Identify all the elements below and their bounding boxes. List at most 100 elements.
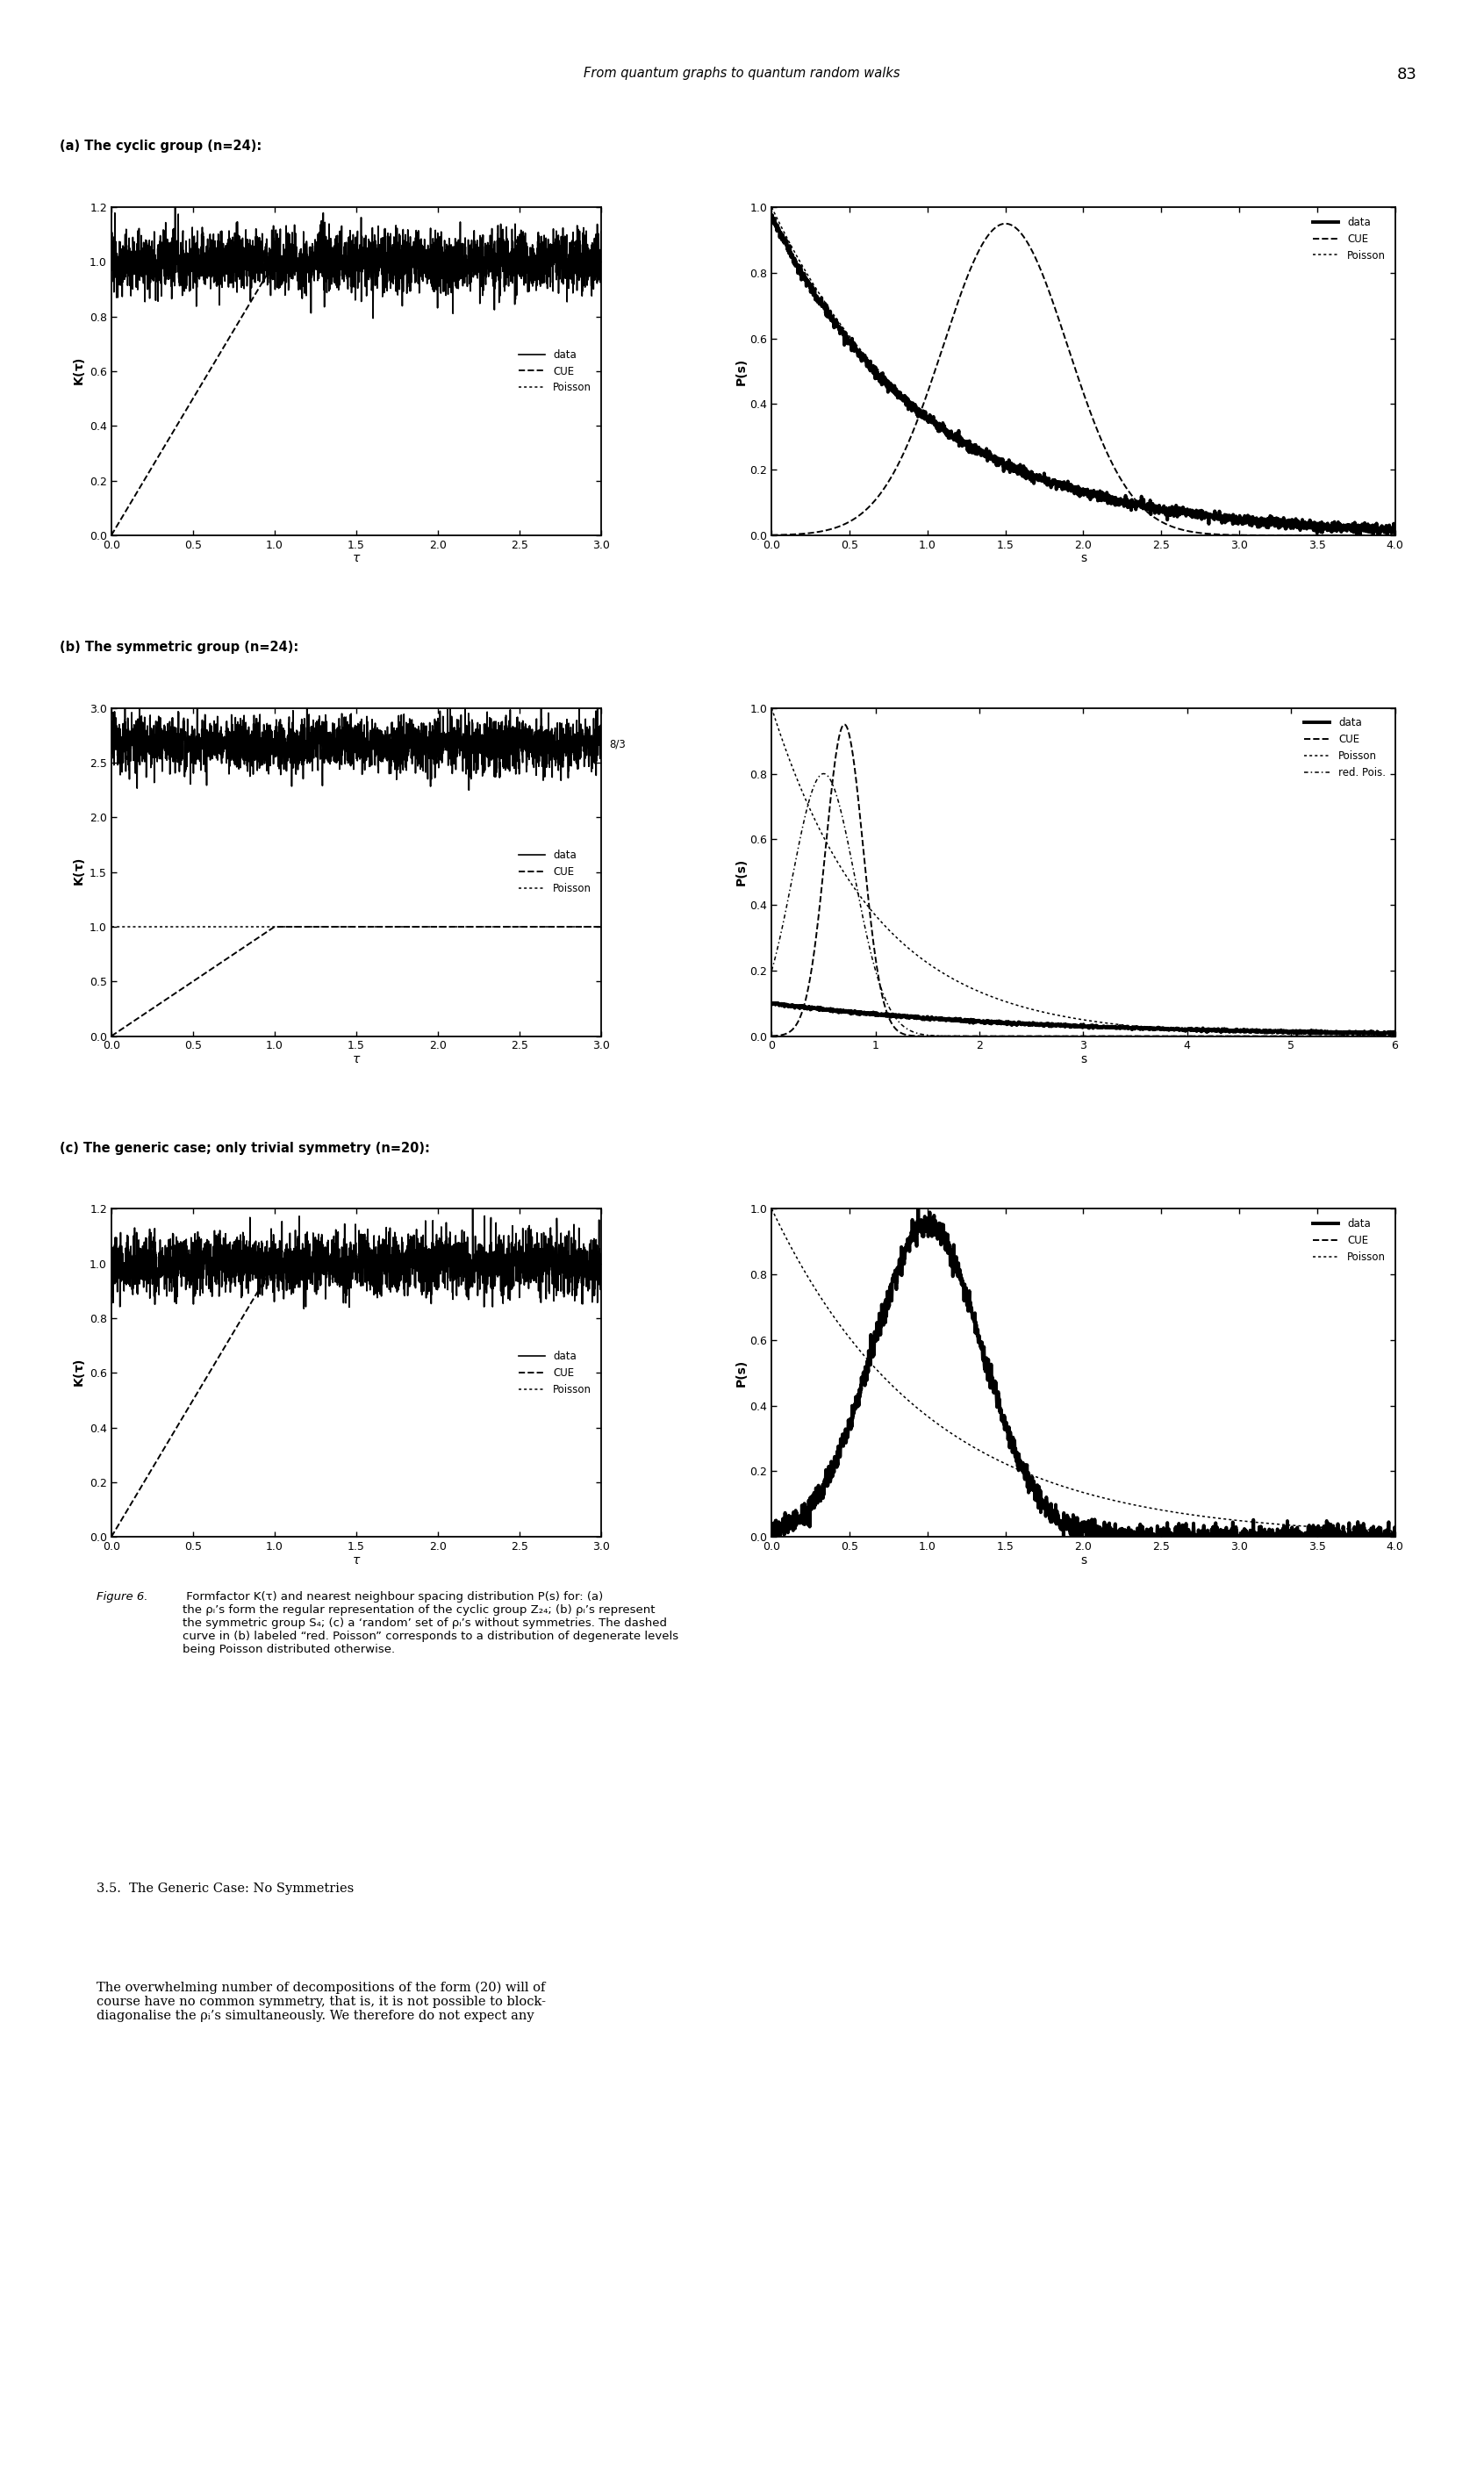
CUE (325, 913, 343, 942)
red. Pois. (1386, 1021, 1404, 1051)
X-axis label: s: s (1080, 553, 1086, 565)
CUE (1368, 521, 1386, 550)
CUE (102, 1021, 120, 1051)
CUE (1049, 1505, 1067, 1534)
CUE (1049, 1021, 1067, 1051)
Poisson (1386, 1021, 1404, 1051)
CUE (325, 247, 343, 276)
data (530, 718, 548, 748)
Poisson (1368, 1021, 1386, 1051)
Poisson (763, 1194, 781, 1224)
Poisson (763, 693, 781, 723)
data (1368, 516, 1386, 545)
data (159, 1261, 177, 1290)
CUE (392, 913, 410, 942)
data (1386, 521, 1404, 550)
Text: From quantum graphs to quantum random walks: From quantum graphs to quantum random wa… (583, 67, 901, 79)
data (187, 291, 205, 321)
red. Pois. (1254, 1021, 1272, 1051)
Poisson (1368, 513, 1386, 543)
Line: Poisson: Poisson (772, 1209, 1395, 1532)
red. Pois. (1368, 1021, 1386, 1051)
CUE (1386, 521, 1404, 550)
data (763, 1522, 781, 1552)
Poisson (1368, 1021, 1386, 1051)
data (1066, 1011, 1083, 1041)
data (592, 1256, 610, 1285)
data (102, 1219, 120, 1248)
CUE (229, 1312, 246, 1342)
CUE (430, 247, 448, 276)
X-axis label: $\tau$: $\tau$ (352, 1053, 361, 1066)
data (295, 1293, 313, 1322)
CUE (229, 937, 246, 967)
red. Pois. (1368, 1021, 1386, 1051)
red. Pois. (1066, 1021, 1083, 1051)
CUE (1066, 353, 1083, 382)
CUE (188, 375, 206, 405)
Legend: data, CUE, Poisson: data, CUE, Poisson (515, 345, 597, 397)
CUE (794, 1497, 812, 1527)
Line: data: data (772, 1004, 1395, 1034)
Poisson (1368, 513, 1386, 543)
CUE (472, 1248, 490, 1278)
CUE (266, 247, 283, 276)
Text: 3.5.  The Generic Case: No Symmetries: 3.5. The Generic Case: No Symmetries (96, 1882, 353, 1895)
data (159, 262, 177, 291)
data (291, 735, 309, 765)
data (1254, 1016, 1272, 1046)
CUE (1368, 1522, 1386, 1552)
Legend: data, CUE, Poisson: data, CUE, Poisson (1309, 1214, 1391, 1268)
Y-axis label: $\bf{K}(\tau)$: $\bf{K}(\tau)$ (73, 859, 88, 886)
CUE (1254, 1522, 1272, 1552)
data (460, 775, 478, 804)
data (1368, 1520, 1386, 1549)
data (763, 200, 781, 229)
data (1049, 1009, 1067, 1039)
X-axis label: s: s (1080, 1554, 1086, 1567)
CUE (1386, 1021, 1404, 1051)
Poisson (1386, 1517, 1404, 1547)
Poisson (794, 254, 812, 284)
CUE (472, 247, 490, 276)
CUE (1254, 521, 1272, 550)
CUE (592, 1248, 610, 1278)
CUE (1368, 1021, 1386, 1051)
CUE (1386, 1522, 1404, 1552)
data (1385, 1019, 1402, 1048)
data (763, 989, 781, 1019)
data (102, 249, 120, 279)
red. Pois. (763, 955, 781, 984)
CUE (102, 521, 120, 550)
data (1368, 511, 1386, 540)
Line: CUE: CUE (111, 1263, 601, 1537)
CUE (392, 247, 410, 276)
Poisson (1254, 1507, 1272, 1537)
CUE (1368, 1021, 1386, 1051)
CUE (472, 913, 490, 942)
CUE (997, 210, 1015, 239)
data (312, 1241, 329, 1271)
data (795, 262, 813, 291)
Line: data: data (111, 708, 601, 789)
CUE (835, 710, 853, 740)
Poisson (794, 780, 812, 809)
Text: (c) The generic case; only trivial symmetry (n=20):: (c) The generic case; only trivial symme… (59, 1142, 429, 1155)
Line: CUE: CUE (111, 928, 601, 1036)
data (1049, 1510, 1067, 1539)
CUE (794, 992, 812, 1021)
Poisson (1368, 1515, 1386, 1544)
CUE (763, 1517, 781, 1547)
Text: Formfactor K(τ) and nearest neighbour spacing distribution P(s) for: (a)
the ρᵢ’: Formfactor K(τ) and nearest neighbour sp… (183, 1591, 678, 1655)
Y-axis label: P(s): P(s) (735, 859, 748, 886)
Line: data: data (772, 215, 1395, 535)
data (1386, 1019, 1404, 1048)
Y-axis label: $\bf{K}(\tau)$: $\bf{K}(\tau)$ (73, 358, 88, 385)
data (794, 1510, 812, 1539)
data (583, 720, 601, 750)
Poisson (794, 1256, 812, 1285)
CUE (794, 518, 812, 548)
Line: data: data (111, 1209, 601, 1308)
Poisson (1254, 506, 1272, 535)
X-axis label: s: s (1080, 1053, 1086, 1066)
